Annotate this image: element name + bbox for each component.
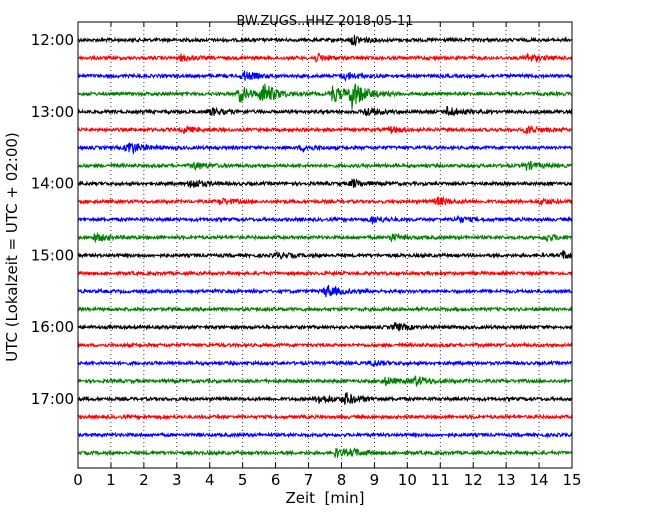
x-tick-label: 14 bbox=[530, 471, 549, 489]
x-tick-label: 4 bbox=[205, 471, 215, 489]
trace-line bbox=[77, 195, 573, 207]
trace-line bbox=[77, 341, 573, 349]
x-tick-label: 9 bbox=[370, 471, 380, 489]
trace-line bbox=[77, 34, 573, 47]
x-tick-label: 11 bbox=[431, 471, 450, 489]
trace-line bbox=[77, 142, 573, 155]
x-tick-label: 5 bbox=[238, 471, 248, 489]
seismic-traces bbox=[77, 34, 573, 459]
trace-line bbox=[77, 52, 573, 64]
trace-line bbox=[77, 249, 573, 260]
y-tick-label: 12:00 bbox=[31, 31, 74, 49]
trace-line bbox=[77, 178, 573, 188]
x-tick-label: 12 bbox=[464, 471, 483, 489]
x-axis-label: Zeit [min] bbox=[285, 489, 364, 507]
x-tick-label: 3 bbox=[172, 471, 182, 489]
x-tick-label: 2 bbox=[139, 471, 149, 489]
y-tick-label: 16:00 bbox=[31, 318, 74, 336]
x-tick-label: 8 bbox=[337, 471, 347, 489]
x-tick-label: 13 bbox=[497, 471, 516, 489]
x-tick-label: 15 bbox=[562, 471, 581, 489]
trace-line bbox=[77, 447, 573, 459]
trace-line bbox=[77, 269, 573, 278]
y-axis-ticks: 12:00 13:00 14:00 15:00 16:00 17:00 bbox=[31, 31, 572, 408]
trace-line bbox=[77, 321, 573, 332]
x-axis-ticks: 0 1 2 3 4 5 6 7 8 9 10 11 12 13 14 15 bbox=[73, 22, 582, 489]
y-tick-label: 15:00 bbox=[31, 246, 74, 264]
trace-line bbox=[77, 124, 573, 136]
trace-line bbox=[77, 284, 573, 298]
trace-line bbox=[77, 83, 573, 109]
x-tick-label: 0 bbox=[73, 471, 83, 489]
trace-line bbox=[77, 161, 573, 171]
trace-line bbox=[77, 70, 573, 83]
trace-line bbox=[78, 305, 573, 313]
trace-line bbox=[77, 392, 573, 405]
x-tick-label: 6 bbox=[271, 471, 281, 489]
trace-line bbox=[77, 375, 573, 387]
y-axis-label: UTC (Lokalzeit = UTC + 02:00) bbox=[3, 132, 21, 362]
y-tick-label: 14:00 bbox=[31, 175, 74, 193]
trace-line bbox=[77, 431, 573, 439]
y-tick-label: 17:00 bbox=[31, 390, 74, 408]
trace-line bbox=[77, 105, 573, 117]
trace-line bbox=[77, 215, 573, 225]
trace-line bbox=[77, 413, 573, 421]
trace-line bbox=[77, 231, 573, 243]
x-tick-label: 1 bbox=[106, 471, 116, 489]
x-tick-label: 7 bbox=[304, 471, 314, 489]
plot-frame bbox=[77, 21, 573, 469]
trace-line bbox=[77, 359, 573, 367]
y-tick-label: 13:00 bbox=[31, 103, 74, 121]
x-tick-label: 10 bbox=[398, 471, 417, 489]
